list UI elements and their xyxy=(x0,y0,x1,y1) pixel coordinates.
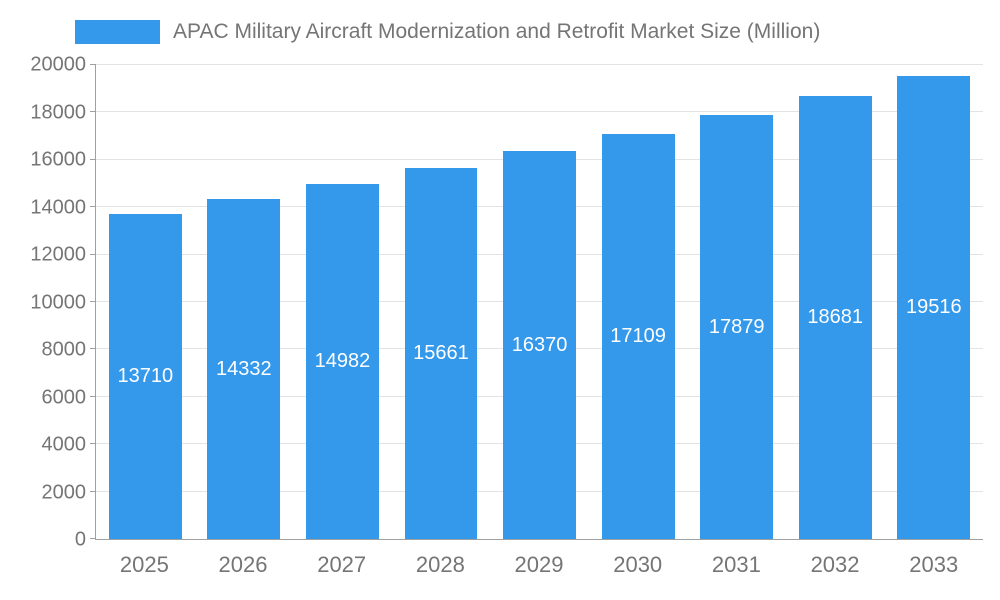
legend-swatch xyxy=(75,20,160,44)
x-tick-label: 2033 xyxy=(909,552,959,577)
y-tick-label: 20000 xyxy=(30,53,86,76)
bar-value-label: 14332 xyxy=(216,357,272,380)
bar-2027[interactable]: 14982 xyxy=(305,183,379,539)
bar-slot: 16370 xyxy=(490,65,589,539)
y-axis-tick xyxy=(90,490,96,492)
bar-2026[interactable]: 14332 xyxy=(207,199,281,539)
y-axis-tick xyxy=(90,111,96,113)
y-axis-tick xyxy=(90,443,96,445)
bar-slot: 17109 xyxy=(589,65,688,539)
y-tick-label: 6000 xyxy=(41,386,87,408)
y-axis-tick xyxy=(90,253,96,255)
y-axis-tick xyxy=(90,301,96,302)
bar-value-label: 19516 xyxy=(905,296,962,319)
bar-value-label: 17109 xyxy=(610,324,666,347)
y-tick-label: 8000 xyxy=(41,338,87,361)
y-axis-tick xyxy=(90,206,96,208)
y-axis-labels: 0 2000 4000 6000 8000 10000 12000 14000 16000 180… xyxy=(0,54,87,551)
bar-slot: 14982 xyxy=(293,65,392,539)
chart-title: APAC Military Aircraft Modernization and… xyxy=(173,20,821,43)
x-tick-label: 2025 xyxy=(119,552,169,577)
bar-slot: 15661 xyxy=(392,65,491,539)
bar-slot: 13710 xyxy=(96,65,195,539)
y-axis-tick xyxy=(90,158,96,160)
y-tick-label: 10000 xyxy=(30,291,86,313)
bar-slot: 18681 xyxy=(786,65,885,539)
y-tick-label: 2000 xyxy=(41,481,87,503)
x-tick-label: 2032 xyxy=(810,552,860,577)
chart-legend: APAC Military Aircraft Modernization and… xyxy=(75,20,820,44)
bar-2025[interactable]: 13710 xyxy=(108,214,182,539)
bar-2028[interactable]: 15661 xyxy=(404,167,478,539)
bar-value-label: 15661 xyxy=(413,341,469,364)
y-axis-tick xyxy=(90,64,96,65)
y-tick-label: 16000 xyxy=(30,148,86,171)
x-tick-label: 2029 xyxy=(514,552,564,577)
bar-2032[interactable]: 18681 xyxy=(798,96,872,539)
y-axis-tick xyxy=(90,395,96,397)
bar-2031[interactable]: 17879 xyxy=(700,115,774,539)
bar-slot: 19516 xyxy=(885,65,984,539)
bar-value-label: 13710 xyxy=(117,365,174,388)
gridline xyxy=(96,111,983,113)
x-tick-label: 2026 xyxy=(218,552,268,577)
y-tick-label: 18000 xyxy=(30,101,86,123)
x-tick-label: 2027 xyxy=(317,552,367,577)
y-axis-tick xyxy=(90,538,96,539)
y-tick-label: 4000 xyxy=(41,433,87,456)
bar-value-label: 14982 xyxy=(314,349,371,372)
bar-2029[interactable]: 16370 xyxy=(503,151,576,539)
x-tick-label: 2028 xyxy=(415,552,465,577)
x-tick-label: 2031 xyxy=(711,552,761,577)
bar-2033[interactable]: 19516 xyxy=(897,76,971,539)
plot-area: 13710 14332 14982 15661 16370 17109 17879 18681… xyxy=(90,64,984,540)
bar-2030[interactable]: 17109 xyxy=(601,133,675,539)
x-axis-labels: 2025 2026 2027 2028 2029 2030 2031 2032 2033 xyxy=(95,552,983,578)
bar-value-label: 17879 xyxy=(708,315,765,338)
bar-value-label: 18681 xyxy=(807,306,864,329)
y-tick-label: 12000 xyxy=(30,243,86,266)
bar-value-label: 16370 xyxy=(511,333,568,356)
y-axis-tick xyxy=(90,348,96,350)
bar-slot: 17879 xyxy=(687,65,786,539)
bar-slot: 14332 xyxy=(195,65,294,539)
y-tick-label: 14000 xyxy=(30,196,86,218)
y-tick-label: 0 xyxy=(74,528,86,551)
gridline xyxy=(96,64,983,65)
x-tick-label: 2030 xyxy=(613,552,663,577)
